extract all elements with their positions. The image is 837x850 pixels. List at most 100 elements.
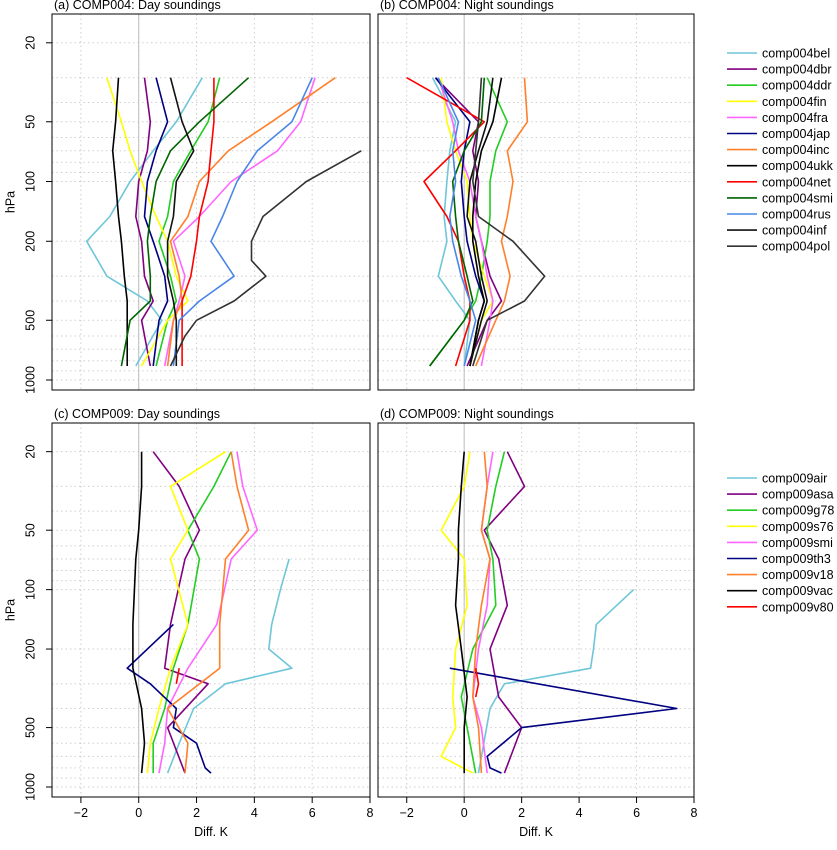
series-line-comp009th3 xyxy=(449,667,678,774)
legend-label: comp004dbr xyxy=(762,63,832,77)
plot-frame xyxy=(377,13,695,391)
grid xyxy=(52,423,371,797)
legend-label: comp004inf xyxy=(762,224,827,238)
legend-label: comp009v18 xyxy=(762,568,834,582)
panel-4: (d) COMP009: Night soundings −2 0 2 4 6 8 Diff.… xyxy=(377,407,698,839)
series-line-comp004ukk xyxy=(111,77,128,366)
series-line-comp004pol xyxy=(169,150,362,367)
series-line-comp004jap xyxy=(143,77,169,367)
y-tick-label: 500 xyxy=(23,310,37,331)
panel-title: (d) COMP009: Night soundings xyxy=(380,407,554,421)
series-line-comp004inf xyxy=(466,77,494,367)
series-line-comp004smi xyxy=(120,77,250,367)
x-tick-label: 4 xyxy=(576,806,583,820)
series-line-comp004ddr xyxy=(155,77,221,367)
panel-1: (a) COMP004: Day soundings 20 50 100 200 500 1… xyxy=(3,0,371,394)
x-tick-label: 2 xyxy=(518,806,525,820)
x-tick-label: −2 xyxy=(74,806,88,820)
y-tick-label: 100 xyxy=(23,579,37,600)
legend-label: comp004ddr xyxy=(762,79,832,93)
x-tick-label: 6 xyxy=(633,806,640,820)
legend-label: comp004pol xyxy=(762,240,830,254)
series-group xyxy=(406,77,546,367)
series-line-comp009g78 xyxy=(460,451,506,774)
x-axis-label: Diff. K xyxy=(194,825,228,839)
series-group xyxy=(85,77,362,367)
series-line-comp009smi xyxy=(158,451,259,774)
series-line-comp009v18 xyxy=(471,451,491,774)
x-axis-label: Diff. K xyxy=(519,825,553,839)
y-tick-label: 50 xyxy=(23,115,37,129)
legend-label: comp009air xyxy=(762,472,827,486)
panel-title: (c) COMP009: Day soundings xyxy=(54,407,220,421)
series-line-comp009asa xyxy=(483,451,526,774)
legend-label: comp004bel xyxy=(762,47,830,61)
legend-label: comp009g78 xyxy=(762,504,834,518)
series-line-comp009th3 xyxy=(126,623,212,774)
y-tick-label: 1000 xyxy=(23,366,37,394)
series-line-comp004bel xyxy=(85,77,203,367)
x-tick-label: 0 xyxy=(461,806,468,820)
panel-title: (a) COMP004: Day soundings xyxy=(54,0,221,12)
legend: comp009air comp009asa comp009g78 comp009s76… xyxy=(727,472,834,614)
plot-frame xyxy=(377,422,695,798)
legend-label: comp004jap xyxy=(762,127,830,141)
series-line-comp004net xyxy=(406,77,486,367)
x-tick-label: 8 xyxy=(691,806,698,820)
y-tick-label: 200 xyxy=(23,639,37,660)
series-line-comp004fra xyxy=(163,77,316,367)
panel-2: (b) COMP004: Night soundings xyxy=(377,0,695,391)
series-line-comp004pol xyxy=(471,77,546,367)
legend-label: comp009asa xyxy=(762,488,834,502)
x-tick-label: −2 xyxy=(400,806,414,820)
series-line-comp009air xyxy=(477,589,635,774)
plot-frame xyxy=(51,422,371,798)
legends: comp004bel comp004dbr comp004ddr comp004fin… xyxy=(727,47,834,614)
series-line-comp004dbr xyxy=(135,77,154,367)
legend-label: comp009v80 xyxy=(762,600,834,614)
series-line-comp009air xyxy=(166,558,293,774)
x-tick-label: 0 xyxy=(135,806,142,820)
legend-label: comp004net xyxy=(762,175,831,189)
panel-3: (c) COMP009: Day soundings −2 0 2 4 6 8 Diff. K… xyxy=(3,407,373,839)
series-line-comp009v18 xyxy=(166,451,250,774)
y-tick-label: 50 xyxy=(23,523,37,537)
legend: comp004bel comp004dbr comp004ddr comp004fin… xyxy=(727,47,834,254)
y-axis-label: hPa xyxy=(3,599,17,621)
series-line-comp009v80 xyxy=(474,668,480,698)
plot-frame xyxy=(51,13,371,391)
grid xyxy=(52,14,371,390)
y-tick-label: 20 xyxy=(23,36,37,50)
x-tick-label: 6 xyxy=(309,806,316,820)
series-line-comp004inc xyxy=(166,77,336,367)
legend-label: comp009th3 xyxy=(762,552,831,566)
grid xyxy=(378,423,695,797)
y-tick-label: 100 xyxy=(23,171,37,192)
series-line-comp004bel xyxy=(431,77,471,367)
series-line-comp004rus xyxy=(437,77,477,367)
series-line-comp009s76 xyxy=(146,451,226,774)
grid xyxy=(378,14,695,390)
x-tick-label: 2 xyxy=(193,806,200,820)
legend-label: comp004fin xyxy=(762,95,827,109)
x-tick-label: 8 xyxy=(367,806,374,820)
legend-label: comp009s76 xyxy=(762,520,834,534)
series-line-comp009asa xyxy=(152,451,209,774)
series-line-comp009v80 xyxy=(175,668,180,684)
x-tick-label: 4 xyxy=(251,806,258,820)
legend-label: comp004smi xyxy=(762,191,833,205)
series-line-comp004net xyxy=(181,77,215,366)
series-line-comp004smi xyxy=(429,77,486,367)
series-line-comp004ukk xyxy=(469,77,503,367)
series-line-comp009s76 xyxy=(440,451,474,774)
series-line-comp004rus xyxy=(172,77,313,367)
series-line-comp004inc xyxy=(474,77,529,367)
series-group xyxy=(126,451,293,774)
series-line-comp009vac xyxy=(132,451,146,774)
y-tick-label: 500 xyxy=(23,717,37,738)
y-tick-label: 1000 xyxy=(23,773,37,801)
y-axis-label: hPa xyxy=(3,191,17,213)
panel-title: (b) COMP004: Night soundings xyxy=(380,0,554,12)
series-line-comp004inf xyxy=(166,77,195,366)
